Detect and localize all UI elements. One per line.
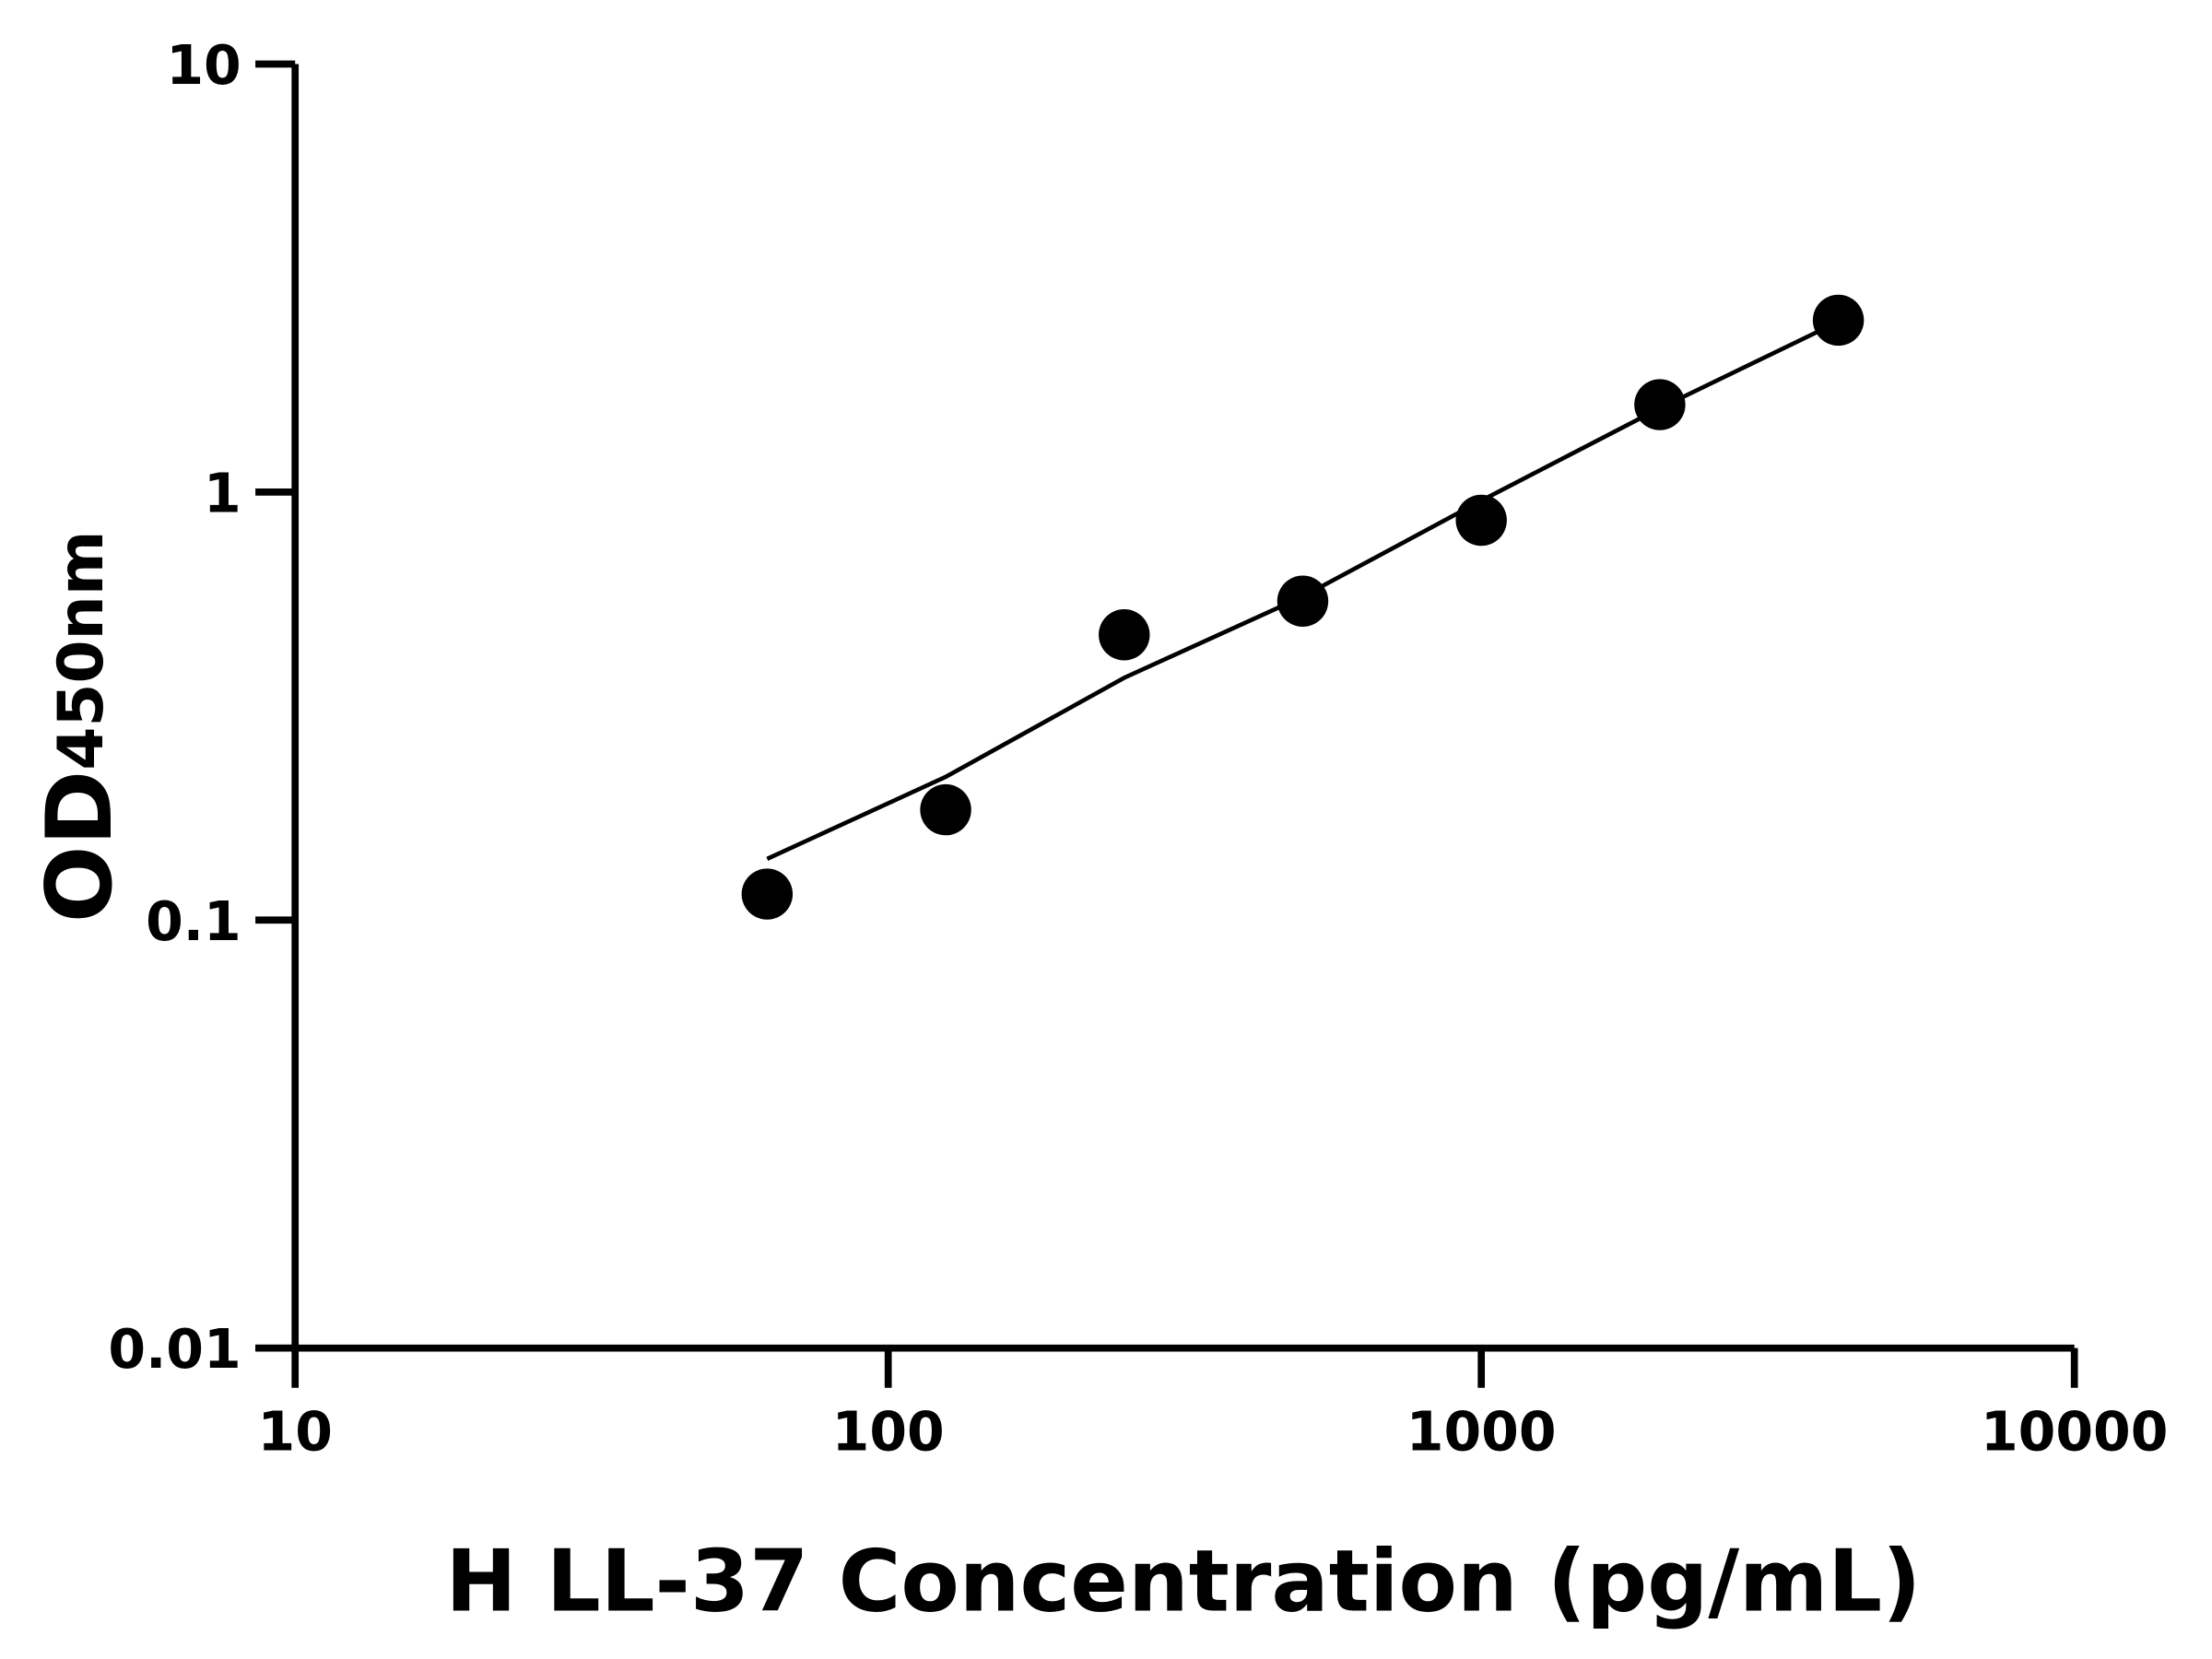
x-tick-label: 1000 — [1406, 1401, 1557, 1464]
ticks: 10 100 1000 10000 0.01 0.1 1 10 — [108, 34, 2168, 1463]
data-point — [1455, 494, 1507, 547]
y-tick-label: 0.1 — [146, 890, 241, 953]
x-tick-label: 10000 — [1981, 1401, 2168, 1464]
x-tick-label: 100 — [832, 1401, 945, 1464]
y-tick-label: 0.01 — [108, 1318, 241, 1381]
y-axis-label-main: OD — [28, 771, 133, 924]
data-point — [1277, 575, 1329, 627]
y-axis-label: OD450nm — [28, 531, 133, 924]
data-point — [741, 868, 794, 920]
marks — [741, 294, 1865, 920]
x-axis-label: H LL-37 Concentration (pg/mL) — [445, 1531, 1921, 1630]
data-point — [1099, 609, 1150, 661]
data-point — [1812, 294, 1865, 347]
data-point — [1634, 379, 1686, 430]
y-tick-label: 10 — [166, 34, 241, 97]
x-tick-label: 10 — [258, 1401, 333, 1464]
y-tick-label: 1 — [204, 462, 241, 524]
data-point — [920, 783, 971, 836]
axes — [255, 64, 2075, 1352]
y-axis-label-subscript: 450nm — [44, 531, 117, 771]
